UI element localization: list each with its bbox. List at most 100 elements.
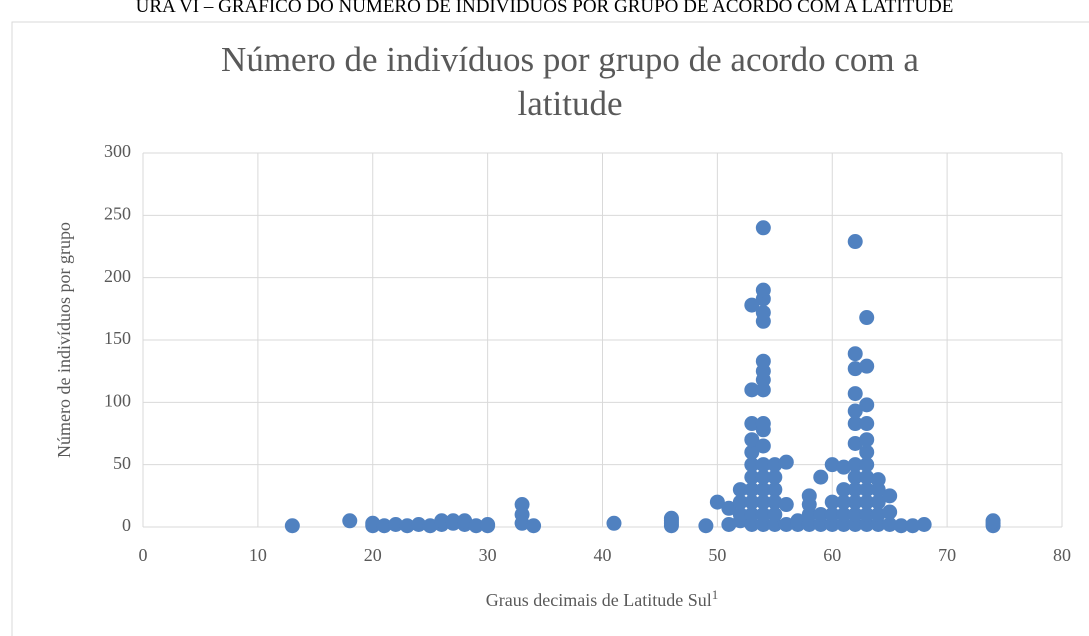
data-point: [767, 469, 783, 485]
data-point: [767, 482, 783, 498]
data-point: [721, 517, 737, 533]
figure-caption: URA VI – GRÁFICO DO NÚMERO DE INDIVÍDUOS…: [135, 0, 954, 17]
data-point: [847, 386, 863, 402]
data-point: [732, 482, 748, 498]
data-point: [434, 513, 450, 529]
data-point: [744, 382, 760, 398]
data-point: [698, 518, 714, 534]
data-point: [767, 507, 783, 523]
data-point: [847, 494, 863, 510]
data-point: [813, 507, 829, 523]
data-point: [755, 494, 771, 510]
data-point: [411, 517, 427, 533]
chart-title: Número de indivíduos por grupo de acordo…: [221, 40, 919, 123]
x-tick-label: 10: [249, 545, 267, 565]
y-tick-label: 0: [122, 515, 131, 535]
data-point: [790, 513, 806, 529]
y-tick-label: 200: [104, 266, 131, 286]
data-point: [801, 488, 817, 504]
data-point: [859, 469, 875, 485]
data-point: [847, 482, 863, 498]
data-point: [732, 507, 748, 523]
data-point: [778, 517, 794, 533]
data-point: [985, 513, 1001, 529]
data-point: [859, 507, 875, 523]
data-point: [663, 510, 679, 526]
data-point: [847, 361, 863, 377]
data-point: [709, 494, 725, 510]
data-point: [813, 469, 829, 485]
data-point: [859, 432, 875, 448]
data-point: [859, 457, 875, 473]
data-point: [755, 220, 771, 236]
data-point: [824, 494, 840, 510]
x-tick-label: 80: [1053, 545, 1071, 565]
x-tick-label: 40: [594, 545, 612, 565]
data-point: [767, 494, 783, 510]
data-point: [870, 507, 886, 523]
data-point: [847, 457, 863, 473]
data-point: [480, 517, 496, 533]
data-point: [755, 507, 771, 523]
data-point: [778, 497, 794, 513]
data-point: [847, 507, 863, 523]
data-point: [755, 305, 771, 321]
data-point: [870, 472, 886, 488]
data-point: [859, 416, 875, 432]
data-point: [836, 459, 852, 475]
data-point: [457, 513, 473, 529]
x-tick-label: 0: [139, 545, 148, 565]
data-point: [859, 397, 875, 413]
data-point: [755, 282, 771, 298]
y-tick-label: 250: [104, 203, 131, 223]
data-point: [721, 500, 737, 516]
data-point: [744, 482, 760, 498]
y-axis-label: Número de indivíduos por grupo: [54, 222, 74, 458]
data-point: [744, 507, 760, 523]
data-point: [755, 353, 771, 369]
data-point: [388, 517, 404, 533]
x-axis-label: Graus decimais de Latitude Sul1: [486, 587, 718, 610]
data-point: [859, 444, 875, 460]
data-point: [859, 494, 875, 510]
data-point: [755, 438, 771, 454]
data-point: [468, 518, 484, 534]
data-point: [514, 515, 530, 531]
data-point: [847, 435, 863, 451]
data-point: [445, 513, 461, 529]
data-point: [526, 518, 542, 534]
data-point: [284, 518, 300, 534]
data-point: [905, 518, 921, 534]
x-tick-label: 50: [708, 545, 726, 565]
chart-border: [11, 21, 1089, 636]
data-point: [606, 515, 622, 531]
x-axis-label-text: Graus decimais de Latitude Sul: [486, 590, 712, 610]
data-point: [847, 469, 863, 485]
data-point: [824, 507, 840, 523]
data-point: [744, 494, 760, 510]
x-tick-label: 70: [938, 545, 956, 565]
x-tick-label: 30: [479, 545, 497, 565]
data-point: [893, 518, 909, 534]
data-point: [755, 482, 771, 498]
data-point: [847, 346, 863, 362]
data-point: [744, 416, 760, 432]
data-point: [859, 358, 875, 374]
data-point: [859, 310, 875, 326]
data-point: [870, 494, 886, 510]
data-point: [847, 234, 863, 250]
data-point: [767, 457, 783, 473]
data-point: [859, 482, 875, 498]
data-point: [744, 444, 760, 460]
data-point: [755, 457, 771, 473]
data-point: [836, 507, 852, 523]
data-point: [744, 457, 760, 473]
data-point: [342, 513, 358, 529]
data-point: [376, 518, 392, 534]
data-point: [882, 504, 898, 520]
data-point: [744, 432, 760, 448]
y-tick-label: 50: [113, 453, 131, 473]
y-tick-label: 100: [104, 390, 131, 410]
